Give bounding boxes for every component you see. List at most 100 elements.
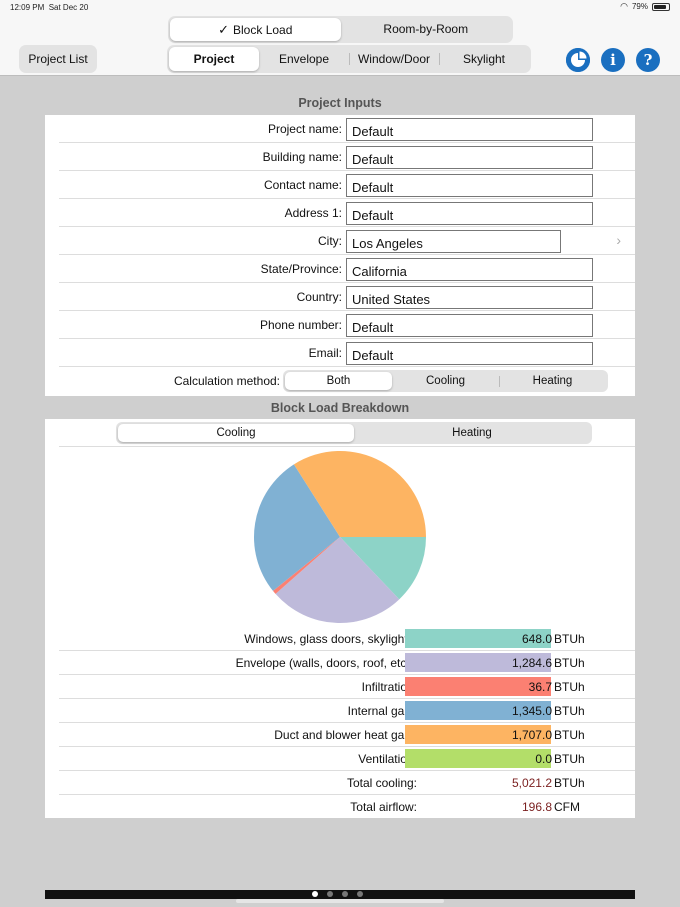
field-row-phone: Phone number: [59,311,635,339]
field-label: Email: [308,346,342,360]
total-label: Total cooling: [346,776,417,790]
breakdown-label: Windows, glass doors, skylights: [244,632,417,646]
pie-chart-icon[interactable] [566,48,590,72]
breakdown-bar [405,749,551,768]
status-time-date: 12:09 PM Sat Dec 20 [10,3,88,12]
total-row: Total airflow: 196.8 CFM [59,795,635,819]
total-value: 5,021.2 [511,776,552,790]
breakdown-unit: BTUh [554,680,585,694]
country-input[interactable] [346,286,593,309]
calc-heating[interactable]: Heating [499,372,606,390]
breakdown-unit: BTUh [554,704,585,718]
phone-number-input[interactable] [346,314,593,337]
mode-segmented-control: ✓ Block Load Room-by-Room [168,16,513,43]
pie-slice-3 [253,464,340,591]
breakdown-cooling[interactable]: Cooling [118,424,354,442]
status-right: ◠ 79% [620,2,670,11]
contact-name-input[interactable] [346,174,593,197]
field-row-calc-method: Calculation method: Both Cooling Heating [59,367,635,395]
pie-slice-0 [340,537,426,600]
breakdown-row: Duct and blower heat gain: 1,707.0 BTUh [59,723,635,747]
field-row-city[interactable]: City: › [59,227,635,255]
section-tabs: Project Envelope Window/Door Skylight [167,45,531,73]
info-icon[interactable]: i [601,48,625,72]
breakdown-row: Envelope (walls, doors, roof, etc.): 1,28… [59,651,635,675]
field-label: Project name: [267,122,342,136]
calc-cooling[interactable]: Cooling [426,375,465,387]
mode-block-load-label: Block Load [233,23,293,37]
breakdown-row: Infiltration: 36.7 BTUh [59,675,635,699]
tab-skylight[interactable]: Skylight [439,47,529,71]
breakdown-label: Ventilation: [358,752,417,766]
calc-method-segmented: Both Cooling Heating [283,370,608,392]
field-row-address-1: Address 1: [59,199,635,227]
pie-slice-4 [293,451,426,537]
state-province-input[interactable] [346,258,593,281]
field-label: Country: [296,290,342,304]
project-inputs-panel: Project name: Building name: Contact nam… [45,115,635,396]
breakdown-unit: BTUh [554,632,585,646]
status-time: 12:09 PM [10,3,45,12]
field-row-state: State/Province: [59,255,635,283]
field-label: State/Province: [260,262,342,276]
tab-project[interactable]: Project [169,47,259,71]
breakdown-bar [405,677,551,696]
breakdown-unit: BTUh [554,728,585,742]
breakdown-label: Envelope (walls, doors, roof, etc.): [235,656,417,670]
breakdown-heating[interactable]: Heating [452,427,492,439]
city-input[interactable] [346,230,561,253]
field-label: Address 1: [284,206,342,220]
field-row-email: Email: [59,339,635,367]
breakdown-row: Windows, glass doors, skylights: 648.0 BTU… [59,627,635,651]
project-name-input[interactable] [346,118,593,141]
help-icon[interactable]: ? [636,48,660,72]
calc-method-label: Calculation method: [173,374,280,388]
field-label: Contact name: [263,178,342,192]
field-row-project-name: Project name: [59,115,635,143]
calc-both[interactable]: Both [285,372,392,390]
breakdown-row: Ventilation: 0.0 BTUh [59,747,635,771]
field-label: City: [318,234,342,248]
email-input[interactable] [346,342,593,365]
tab-window-door[interactable]: Window/Door [349,47,439,71]
breakdown-value: 36.7 [528,680,552,694]
pie-chart [45,447,635,629]
page-dots[interactable] [312,891,363,897]
field-row-contact-name: Contact name: [59,171,635,199]
pie-chart-svg [253,451,426,623]
project-inputs-title: Project Inputs [298,96,382,110]
address-1-input[interactable] [346,202,593,225]
total-unit: BTUh [554,776,585,790]
page-dot[interactable] [312,891,318,897]
breakdown-row: Internal gain: 1,345.0 BTUh [59,699,635,723]
breakdown-value: 0.0 [535,752,552,766]
total-value: 196.8 [521,800,552,814]
breakdown-bar [405,653,551,672]
breakdown-value: 1,284.6 [511,656,552,670]
breakdown-label: Duct and blower heat gain: [274,728,417,742]
total-label: Total airflow: [350,800,417,814]
mode-block-load[interactable]: ✓ Block Load [170,18,341,41]
page-dot[interactable] [357,891,363,897]
toolbar: ✓ Block Load Room-by-Room Project List Pr… [0,14,680,76]
building-name-input[interactable] [346,146,593,169]
mode-room-by-room[interactable]: Room-by-Room [383,22,469,36]
page-dot[interactable] [327,891,333,897]
battery-icon [652,2,670,11]
breakdown-bar [405,725,551,744]
wifi-icon: ◠ [620,1,628,11]
field-label: Phone number: [259,318,342,332]
breakdown-bar [405,701,551,720]
breakdown-title: Block Load Breakdown [270,401,410,415]
status-bar: 12:09 PM Sat Dec 20 ◠ 79% [0,0,680,14]
pie-slice-2 [272,537,340,594]
chevron-right-icon[interactable]: › [616,232,621,248]
breakdown-label: Infiltration: [361,680,417,694]
total-row: Total cooling: 5,021.2 BTUh [59,771,635,795]
page-dot[interactable] [342,891,348,897]
tab-envelope[interactable]: Envelope [278,52,330,66]
home-indicator[interactable] [236,899,444,903]
breakdown-value: 648.0 [521,632,552,646]
project-list-button[interactable]: Project List [19,45,97,73]
total-unit: CFM [554,800,580,814]
